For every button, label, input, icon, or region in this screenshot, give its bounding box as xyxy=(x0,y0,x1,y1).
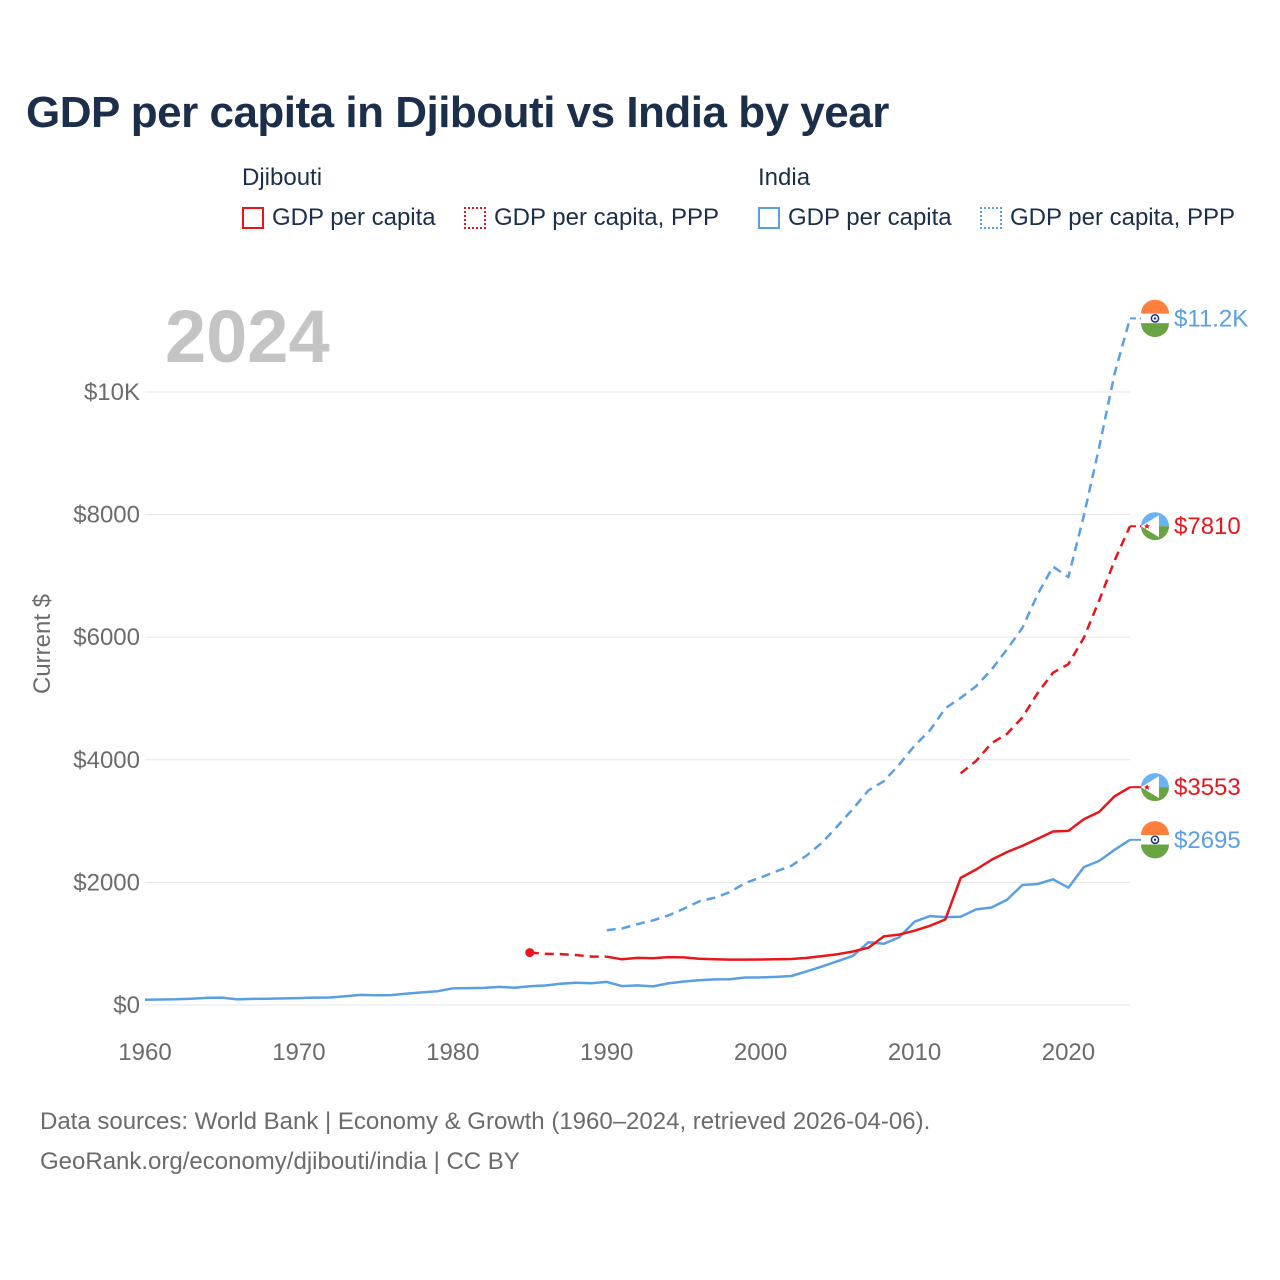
footer-sources: Data sources: World Bank | Economy & Gro… xyxy=(40,1108,931,1135)
series-end-label: $11.2K xyxy=(1174,305,1248,332)
x-axis: 1960 1970 1980 1990 2000 2010 2020 xyxy=(118,1039,1095,1066)
legend-item-djibouti-gdp[interactable]: GDP per capita xyxy=(242,204,436,232)
y-tick-label: $6000 xyxy=(73,624,140,651)
legend-label: GDP per capita, PPP xyxy=(494,204,719,231)
footer-attribution: GeoRank.org/economy/djibouti/india | CC … xyxy=(40,1148,520,1175)
series-lines xyxy=(144,318,1132,1002)
end-markers: $2695 $11.2K $3553 $7810 xyxy=(1130,299,1248,859)
series-line xyxy=(606,786,1131,961)
legend-item-india-gdp[interactable]: GDP per capita xyxy=(758,204,952,232)
legend-label: GDP per capita, PPP xyxy=(1010,204,1235,231)
x-tick-label: 1970 xyxy=(272,1039,325,1066)
series-line xyxy=(606,318,1132,932)
legend-group-djibouti: Djibouti xyxy=(242,164,323,191)
chart-title: GDP per capita in Djibouti vs India by y… xyxy=(26,88,889,137)
djibouti-flag-icon xyxy=(1141,773,1169,802)
x-tick-label: 1960 xyxy=(118,1039,171,1066)
y-tick-label: $4000 xyxy=(73,747,140,774)
legend-label: GDP per capita xyxy=(788,204,952,231)
india-flag-icon xyxy=(1141,299,1169,338)
series-line xyxy=(144,838,1131,1002)
series-end-label: $2695 xyxy=(1174,827,1241,854)
x-tick-label: 2000 xyxy=(734,1039,787,1066)
y-axis-label: Current $ xyxy=(29,594,56,694)
x-tick-label: 1980 xyxy=(426,1039,479,1066)
series-line xyxy=(959,525,1132,775)
series-end-label: $7810 xyxy=(1174,513,1241,540)
legend-item-djibouti-gdp-ppp[interactable]: GDP per capita, PPP xyxy=(464,204,719,232)
x-tick-label: 2010 xyxy=(888,1039,941,1066)
series-start-point xyxy=(525,948,535,958)
year-watermark: 2024 xyxy=(165,295,330,378)
x-tick-label: 2020 xyxy=(1042,1039,1095,1066)
legend-item-india-gdp-ppp[interactable]: GDP per capita, PPP xyxy=(980,204,1235,232)
grid-lines xyxy=(145,391,1130,1006)
x-tick-label: 1990 xyxy=(580,1039,633,1066)
legend-group-india: India xyxy=(758,164,811,191)
legend-swatch-dotted-blue xyxy=(980,207,1002,229)
legend-swatch-dotted-red xyxy=(464,207,486,229)
india-flag-icon xyxy=(1141,821,1169,859)
series-end-label: $3553 xyxy=(1174,774,1241,801)
y-tick-label: $8000 xyxy=(73,502,140,529)
djibouti-flag-icon xyxy=(1141,512,1169,541)
y-axis: $0 $2000 $4000 $6000 $8000 $10K xyxy=(73,379,140,1019)
y-tick-label: $2000 xyxy=(73,869,140,896)
legend-swatch-solid-red xyxy=(242,207,264,229)
series-line xyxy=(529,951,607,958)
y-tick-label: $10K xyxy=(84,379,140,406)
y-tick-label: $0 xyxy=(113,992,140,1019)
legend-label: GDP per capita xyxy=(272,204,436,231)
legend-swatch-solid-blue xyxy=(758,207,780,229)
